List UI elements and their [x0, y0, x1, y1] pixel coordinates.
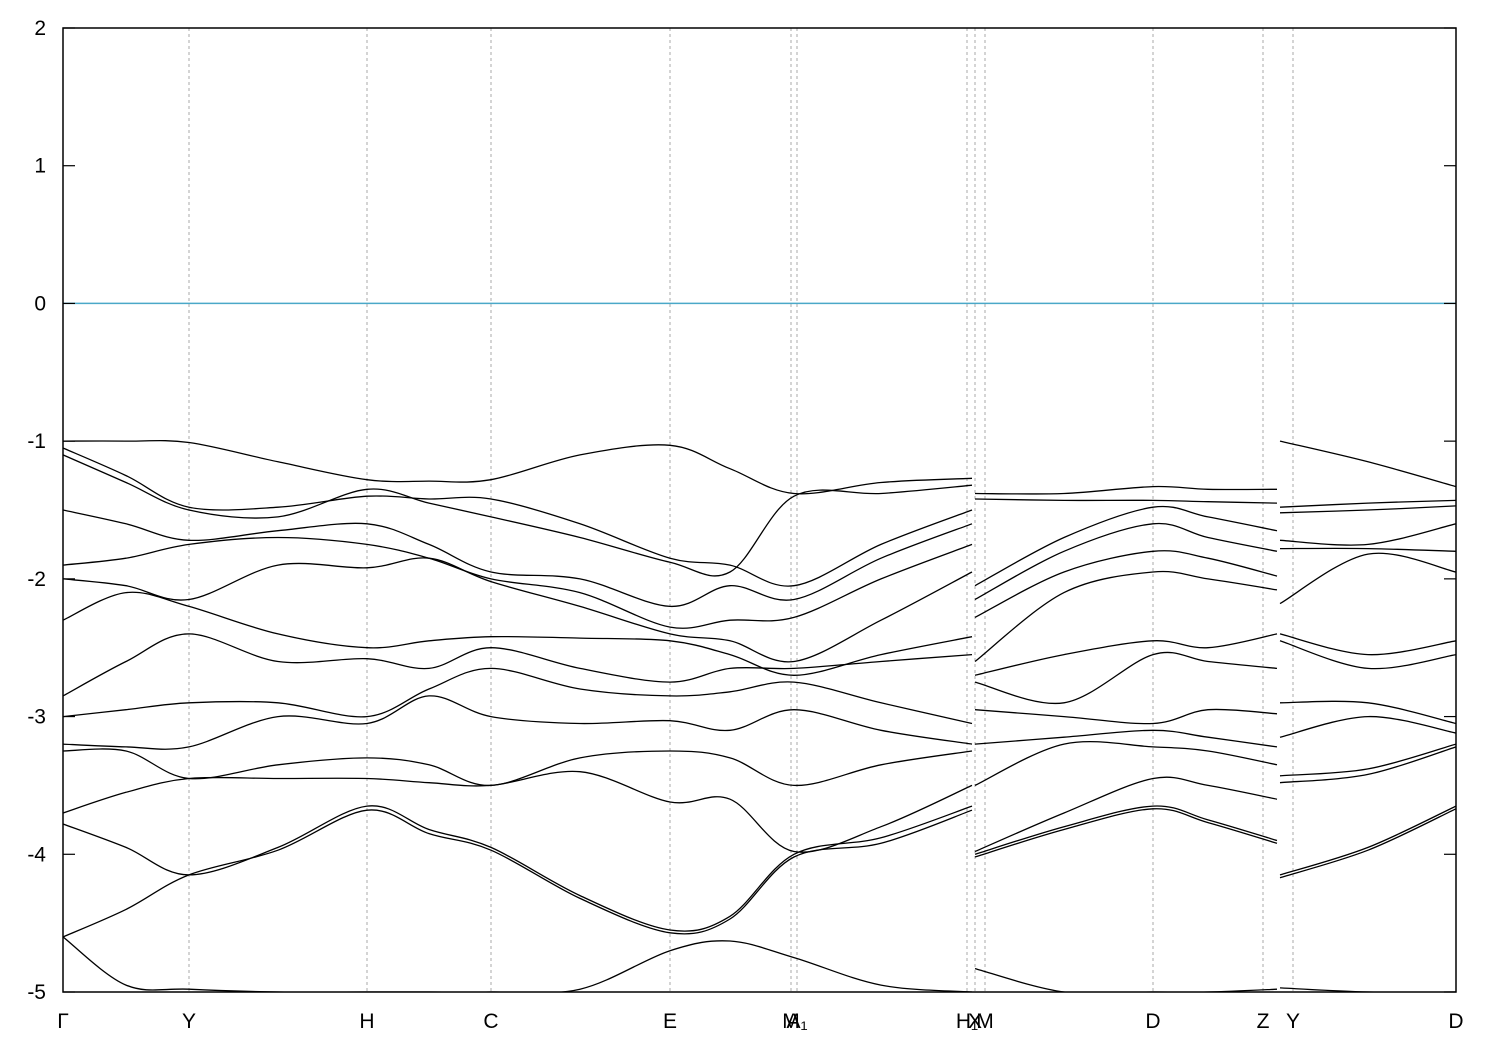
band-line: [63, 746, 1456, 853]
x-tick-label: Γ: [57, 1010, 69, 1033]
band-line: [63, 805, 1456, 932]
y-tick-label: -2: [27, 568, 46, 591]
x-tick-label: A₁: [786, 1010, 807, 1033]
y-tick-label: 1: [34, 155, 46, 178]
bands: [63, 439, 1456, 992]
x-tick-label: C: [483, 1010, 498, 1033]
y-tick-label: -4: [27, 843, 46, 866]
band-line: [63, 695, 1456, 750]
y-tick-label: 0: [34, 292, 46, 315]
band-line: [63, 667, 1456, 725]
y-tick-label: 2: [34, 17, 46, 40]
band-line: [63, 536, 1456, 629]
x-tick-label: X: [968, 1010, 982, 1033]
grid: [62, 28, 1457, 992]
band-line: [63, 808, 1456, 938]
band-line: [63, 552, 1456, 663]
y-tick-label: -1: [27, 430, 46, 453]
plot-frame: [62, 27, 1457, 993]
x-tick-label: Y: [182, 1010, 196, 1033]
band-line: [63, 447, 1456, 587]
band-line: [63, 591, 1456, 676]
x-tick-label: E: [663, 1010, 677, 1033]
x-tick-label: M: [976, 1010, 994, 1033]
band-line: [63, 439, 1456, 495]
x-tick-label: H: [359, 1010, 374, 1033]
band-line: [63, 633, 1456, 705]
x-tick-label: D: [1145, 1010, 1160, 1033]
x-tick-label: M: [782, 1010, 800, 1033]
band-line: [63, 509, 1456, 608]
x-tick-label: Z: [1257, 1010, 1270, 1033]
band-line: [63, 936, 1456, 992]
y-tick-label: -3: [27, 706, 46, 729]
band-line: [63, 454, 1456, 587]
x-tick-label: Y: [1286, 1010, 1300, 1033]
x-tick-label: H₁: [956, 1010, 978, 1033]
x-tick-label: D: [1448, 1010, 1463, 1033]
y-tick-label: -5: [27, 981, 46, 1004]
